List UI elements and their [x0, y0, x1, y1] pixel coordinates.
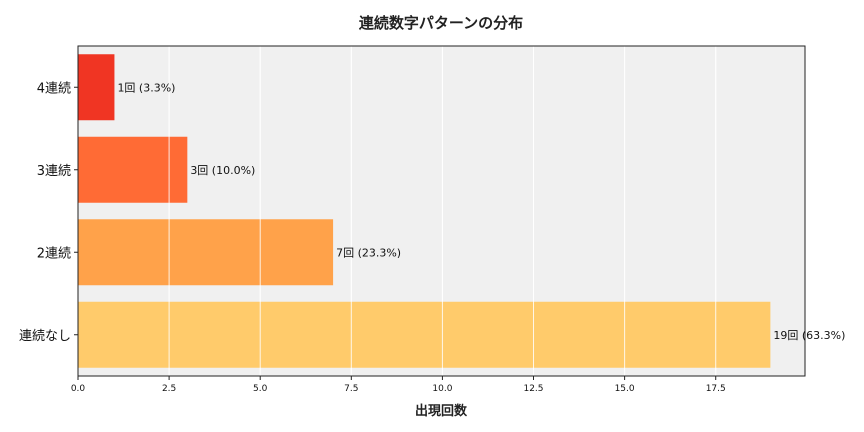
x-tick-label: 17.5: [706, 384, 726, 394]
bars: [78, 54, 771, 368]
bar: [78, 301, 771, 368]
x-tick-label: 5.0: [253, 384, 268, 394]
x-tick-label: 2.5: [162, 384, 176, 394]
grid-overlay: [168, 46, 717, 376]
bar: [78, 54, 115, 121]
x-tick-label: 10.0: [432, 384, 452, 394]
category-label: 4連続: [37, 81, 71, 96]
x-tick-label: 12.5: [523, 384, 543, 394]
chart-title: 連続数字パターンの分布: [359, 14, 523, 32]
data-label: 1回 (3.3%): [117, 81, 175, 94]
x-axis-label: 出現回数: [415, 403, 468, 419]
x-tick-label: 0.0: [71, 384, 86, 394]
plot-frame: [77, 45, 806, 377]
category-label: 2連続: [37, 246, 71, 261]
category-label: 3連続: [37, 164, 71, 179]
x-tick-label: 15.0: [615, 384, 635, 394]
data-label: 3回 (10.0%): [190, 164, 255, 177]
data-labels: 1回 (3.3%) 3回 (10.0%) 7回 (23.3%) 19回 (63.3%): [117, 81, 845, 342]
data-label: 7回 (23.3%): [336, 246, 401, 259]
category-label: 連続なし: [19, 329, 71, 344]
data-label: 19回 (63.3%): [773, 329, 845, 342]
x-ticks: 0.0 2.5 5.0 7.5 10.0 12.5 15.0 17.5: [71, 86, 726, 394]
x-tick-label: 7.5: [344, 384, 358, 394]
bar: [78, 219, 334, 286]
bar: [78, 136, 188, 203]
